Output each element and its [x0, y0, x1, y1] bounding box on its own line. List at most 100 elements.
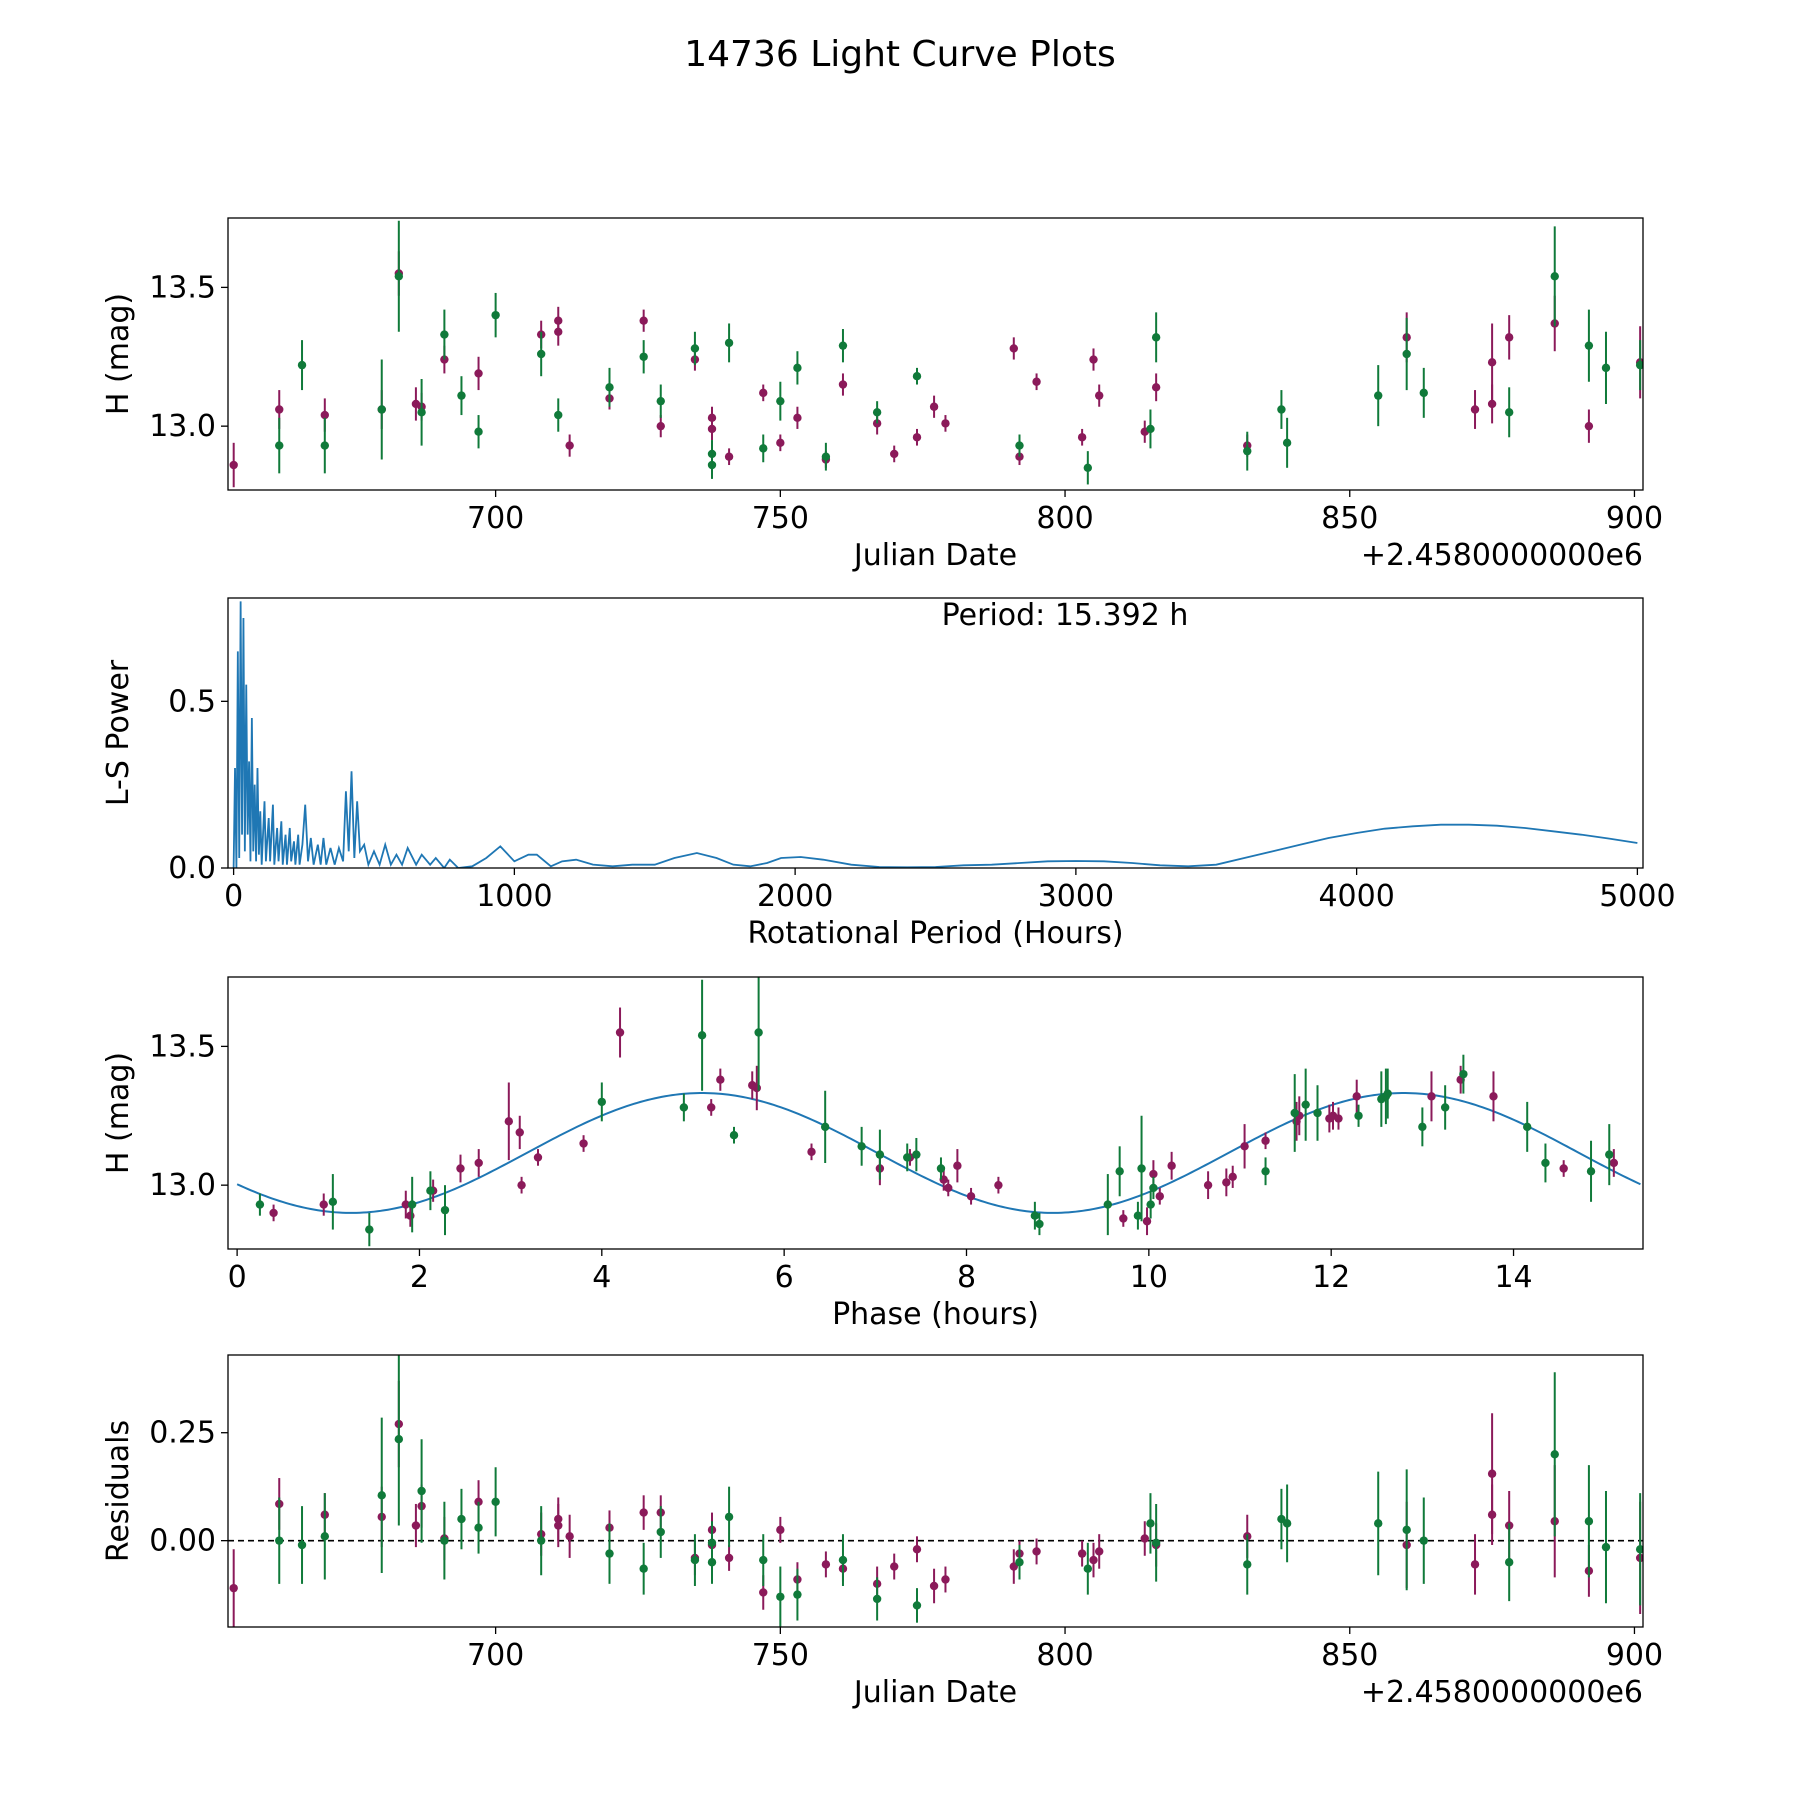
- data-marker: [377, 405, 386, 414]
- data-point-filter-1: [565, 434, 574, 457]
- data-marker: [1487, 358, 1497, 367]
- data-point-filter-2: [605, 1523, 614, 1584]
- residuals-panel: 700 750 800 850 900 0.00 0.25 Julian Date Residu…: [101, 1354, 1663, 1710]
- data-point-filter-1: [776, 434, 785, 452]
- data-marker: [759, 1588, 768, 1597]
- data-point-filter-1: [229, 1549, 238, 1627]
- data-marker: [707, 1103, 716, 1112]
- data-marker: [1470, 405, 1480, 414]
- data-marker: [1146, 1200, 1155, 1209]
- data-marker: [1504, 408, 1514, 417]
- data-marker: [1089, 1555, 1098, 1565]
- x-offset-text: +2.4580000000e6: [1361, 1675, 1643, 1710]
- data-point-filter-2: [1151, 1503, 1161, 1582]
- data-point-filter-2: [776, 381, 785, 421]
- data-marker: [1261, 1167, 1270, 1176]
- data-marker: [269, 1208, 278, 1218]
- data-marker: [1550, 1450, 1559, 1459]
- data-point-filter-2: [875, 1129, 885, 1180]
- x-tick-label: 850: [1321, 1638, 1378, 1673]
- data-marker: [639, 316, 648, 325]
- data-marker: [1584, 421, 1594, 431]
- data-marker: [1083, 1564, 1093, 1573]
- figure-title: 14736 Light Curve Plots: [684, 34, 1116, 75]
- data-point-filter-2: [605, 367, 614, 407]
- data-marker: [912, 1545, 922, 1554]
- data-point-filter-1: [1155, 1187, 1164, 1205]
- data-point-filter-2: [1584, 1465, 1594, 1578]
- data-point-filter-1: [554, 1503, 563, 1548]
- x-tick-label: 10: [1130, 1260, 1168, 1295]
- data-point-filter-1: [1228, 1165, 1237, 1188]
- data-marker: [1077, 1549, 1087, 1558]
- y-tick-label: 0.25: [149, 1416, 216, 1451]
- data-marker: [857, 1142, 866, 1151]
- data-point-filter-2: [394, 220, 404, 332]
- data-point-filter-2: [417, 378, 426, 446]
- data-marker: [759, 1555, 768, 1565]
- data-point-filter-2: [320, 1493, 330, 1580]
- light-curve-panel: 700 750 800 850 900 13.0 13.5 Julian Date H (mag…: [101, 217, 1663, 573]
- data-marker: [275, 1536, 284, 1545]
- data-point-filter-2: [776, 1566, 785, 1627]
- x-tick-label: 12: [1312, 1260, 1350, 1295]
- x-axis-label: Rotational Period (Hours): [747, 916, 1123, 951]
- data-point-filter-2: [759, 1534, 768, 1586]
- data-point-filter-2: [474, 415, 483, 449]
- data-marker: [929, 1581, 939, 1591]
- data-point-filter-2: [1601, 1491, 1611, 1604]
- x-tick-label: 5000: [1599, 879, 1675, 914]
- data-point-filter-1: [1261, 1132, 1270, 1150]
- axes-frame: [227, 976, 1644, 1250]
- data-point-filter-1: [639, 1495, 648, 1530]
- data-point-filter-1: [229, 442, 238, 488]
- data-point-filter-2: [679, 1093, 689, 1122]
- data-point-filter-2: [1584, 309, 1594, 382]
- data-point-filter-2: [1523, 1101, 1532, 1152]
- data-marker: [1095, 1547, 1104, 1556]
- data-point-filter-2: [328, 1174, 338, 1230]
- data-marker: [1402, 349, 1411, 359]
- data-marker: [1635, 1545, 1643, 1554]
- data-marker: [1487, 399, 1497, 409]
- data-marker: [1277, 1514, 1286, 1524]
- data-marker: [838, 1555, 848, 1565]
- data-point-filter-2: [1030, 1201, 1040, 1230]
- data-point-filter-2: [1133, 1201, 1143, 1230]
- data-marker: [440, 1536, 449, 1545]
- data-marker: [457, 391, 466, 400]
- data-point-filter-2: [838, 329, 848, 363]
- data-point-filter-1: [1489, 1071, 1498, 1122]
- data-point-filter-2: [1605, 1124, 1614, 1186]
- data-marker: [776, 1525, 785, 1535]
- data-marker: [639, 352, 648, 361]
- data-marker: [1584, 1517, 1594, 1526]
- data-marker: [536, 349, 546, 359]
- data-point-filter-2: [857, 1126, 866, 1166]
- x-axis-label: Julian Date: [852, 1675, 1017, 1710]
- data-point-filter-2: [793, 351, 802, 385]
- data-point-filter-1: [1151, 373, 1161, 402]
- data-point-filter-2: [1243, 1534, 1252, 1595]
- data-point-filter-2: [1277, 390, 1286, 429]
- data-marker: [1009, 1562, 1018, 1571]
- data-point-filter-2: [1635, 1493, 1643, 1606]
- data-marker: [1559, 1164, 1568, 1173]
- data-marker: [639, 1508, 648, 1517]
- y-tick-label: 13.5: [149, 270, 216, 305]
- phased-light-curve-panel: 0 2 4 6 8 10 12 14 13.0 13.5 Phase (hours) H (mag): [101, 976, 1644, 1332]
- data-point-filter-2: [912, 367, 922, 385]
- plot-area: [236, 977, 1641, 1247]
- data-marker: [872, 1594, 882, 1604]
- data-marker: [517, 1180, 526, 1190]
- y-tick-label: 13.0: [149, 1168, 216, 1203]
- data-marker: [605, 1549, 614, 1558]
- data-marker: [656, 1527, 665, 1537]
- data-point-filter-2: [1635, 340, 1643, 391]
- data-marker: [1240, 1142, 1249, 1151]
- data-point-filter-2: [936, 1157, 946, 1180]
- data-marker: [1383, 1089, 1392, 1098]
- data-point-filter-2: [1550, 1372, 1559, 1537]
- data-marker: [793, 363, 802, 373]
- data-point-filter-2: [457, 376, 466, 416]
